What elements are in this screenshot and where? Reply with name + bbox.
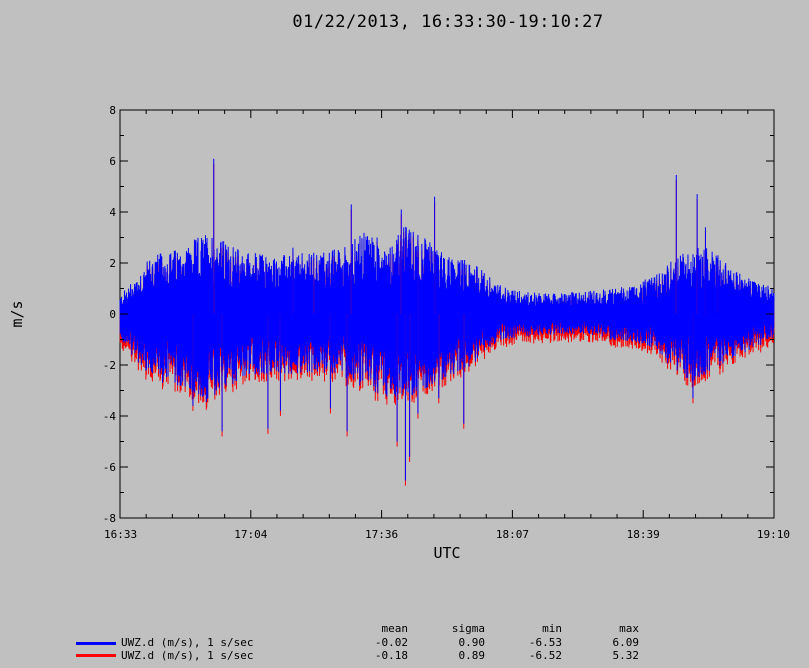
chart-title: 01/22/2013, 16:33:30-19:10:27 [292,12,604,32]
x-tick-label: 19:10 [757,528,790,541]
legend-swatch-red [76,654,116,657]
legend-min-value: -6.52 [528,649,562,662]
legend-series-name: UWZ.d (m/s), 1 s/sec [121,649,254,662]
legend-series-name: UWZ.d (m/s), 1 s/sec [121,636,254,649]
series-layer [119,158,775,486]
legend-header-mean: mean [381,622,409,635]
legend-header-min: min [542,622,562,635]
y-tick-label: -2 [103,359,116,372]
series-blue-line [119,226,775,403]
x-tick-label: 18:39 [627,528,660,541]
legend-max-value: 6.09 [612,636,640,649]
x-tick-label: 16:33 [104,528,137,541]
legend-max-value: 5.32 [612,649,640,662]
y-axis-label: m/s [8,300,26,327]
legend-swatch-blue [76,642,116,645]
legend-min-value: -6.53 [528,636,562,649]
legend-mean-value: -0.18 [374,649,408,662]
legend: mean sigma min max UWZ.d (m/s), 1 s/sec … [0,622,809,668]
y-tick-label: 2 [109,257,116,270]
y-tick-label: -8 [103,512,116,525]
legend-sigma-value: 0.90 [458,636,486,649]
legend-header-max: max [619,622,639,635]
x-tick-label: 18:07 [496,528,529,541]
legend-sigma-value: 0.89 [458,649,486,662]
legend-mean-value: -0.02 [374,636,408,649]
ticks-layer [119,109,775,519]
y-tick-label: 8 [109,104,116,117]
y-tick-label: 6 [109,155,116,168]
x-axis-label: UTC [433,544,460,562]
x-tick-label: 17:04 [234,528,267,541]
y-tick-labels: 8 6 4 2 0 -2 -4 -6 -8 [103,104,117,525]
y-tick-label: 0 [109,308,116,321]
y-tick-label: 4 [109,206,116,219]
x-tick-label: 17:36 [365,528,398,541]
x-tick-labels: 16:33 17:04 17:36 18:07 18:39 19:10 [104,528,790,541]
y-tick-label: -4 [103,410,117,423]
y-tick-label: -6 [103,461,116,474]
legend-header-sigma: sigma [451,622,485,635]
